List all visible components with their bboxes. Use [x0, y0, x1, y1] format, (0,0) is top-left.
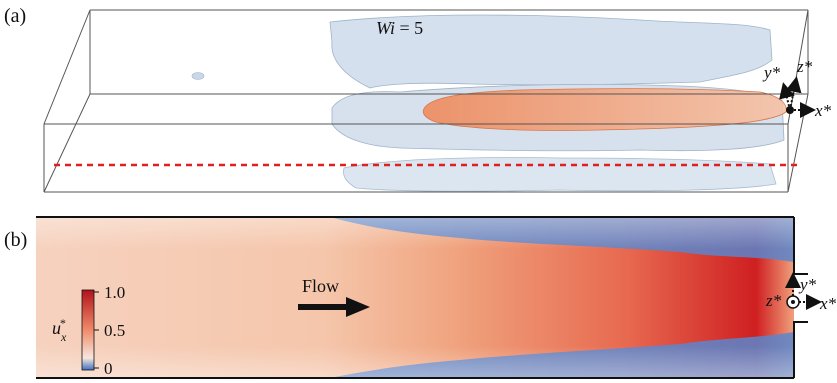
z-axis-arrow	[785, 76, 802, 111]
core-surface	[422, 88, 787, 131]
y-axis-label: y*	[762, 63, 781, 82]
velocity-field	[36, 217, 794, 378]
iso-surface-lower	[343, 157, 777, 192]
y-axis-arrow	[779, 82, 795, 111]
flow-label: Flow	[302, 276, 339, 296]
colorbar-label: ux*	[52, 316, 67, 344]
domain-box	[43, 9, 809, 193]
x-axis-label: x*	[814, 101, 832, 120]
panel-a: (a) Wi = 5	[4, 5, 832, 193]
iso-surface	[191, 14, 787, 192]
flow-arrow	[298, 297, 370, 317]
z-axis-label: z*	[796, 57, 813, 76]
axes-triad-b: x* y* z*	[765, 272, 837, 313]
z-axis-label-b: z*	[765, 291, 782, 310]
colorbar-scale	[81, 289, 95, 371]
colorbar-tick-min: 0	[104, 359, 113, 378]
axes-triad-a: x* y* z*	[762, 57, 832, 120]
panel-a-title: Wi = 5	[376, 18, 423, 38]
iso-surface-upper	[329, 14, 773, 89]
colorbar: 1.0 0.5 0 ux*	[52, 283, 125, 378]
panel-b: (b) Flow 1.0 0.5	[4, 216, 837, 379]
panel-a-label: (a)	[4, 5, 26, 27]
channel-walls	[36, 216, 808, 379]
x-axis-label-b: x*	[819, 294, 837, 313]
colorbar-tick-mid: 0.5	[104, 321, 125, 340]
y-axis-label-b: y*	[798, 275, 817, 294]
colorbar-tick-max: 1.0	[104, 283, 125, 302]
iso-surface-droplet	[191, 72, 205, 80]
panel-b-label: (b)	[4, 229, 27, 251]
